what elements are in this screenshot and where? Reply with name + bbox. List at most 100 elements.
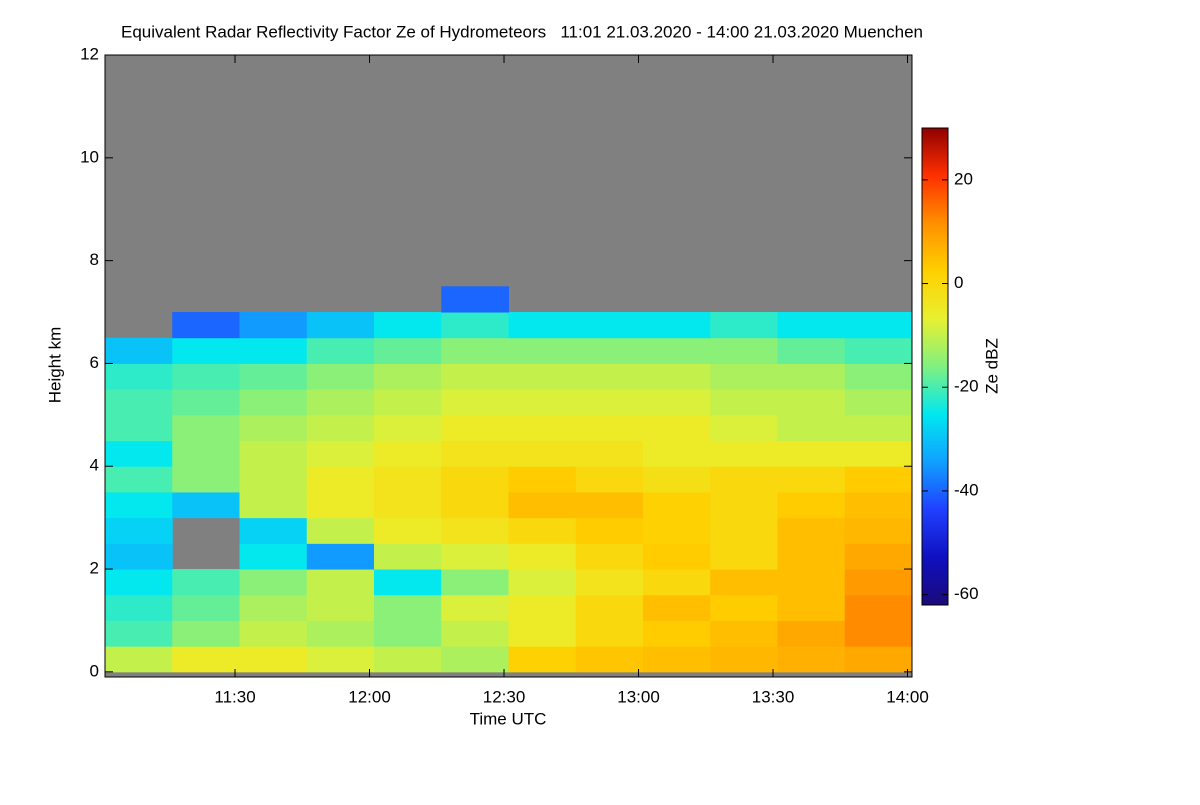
heatmap-cell <box>508 491 577 519</box>
heatmap-cell <box>508 363 577 390</box>
heatmap-cell <box>306 312 375 339</box>
heatmap-cell <box>508 620 577 647</box>
heatmap-cell <box>508 543 577 570</box>
heatmap-cell <box>844 414 913 442</box>
x-tick-label: 14:00 <box>886 687 929 706</box>
heatmap-cell <box>710 543 778 570</box>
heatmap-cell <box>172 312 240 339</box>
heatmap-cell <box>575 363 644 390</box>
heatmap-cell <box>844 569 913 596</box>
heatmap-cell <box>306 337 375 364</box>
heatmap-cell <box>508 594 577 621</box>
heatmap-cell <box>441 646 509 673</box>
colorbar-tick-label: -40 <box>954 480 979 499</box>
heatmap-cell <box>710 414 778 442</box>
heatmap-cell <box>239 543 308 570</box>
heatmap-cell <box>777 543 846 570</box>
heatmap-cell <box>777 491 846 519</box>
heatmap-cell <box>172 569 240 596</box>
heatmap-cell <box>575 620 644 647</box>
y-tick-label: 10 <box>80 147 99 166</box>
heatmap-cell <box>441 517 509 544</box>
heatmap-cell <box>777 594 846 621</box>
heatmap-cell <box>508 414 577 442</box>
heatmap-cell <box>172 646 240 673</box>
heatmap-cell <box>844 466 913 493</box>
heatmap-cell <box>105 543 173 570</box>
heatmap-cell <box>575 312 644 339</box>
heatmap-cell <box>575 389 644 416</box>
heatmap-cell <box>239 569 308 596</box>
heatmap-cell <box>239 337 308 364</box>
heatmap-cell <box>441 286 509 313</box>
heatmap-cell <box>710 312 778 339</box>
colorbar-tick-label: -20 <box>954 377 979 396</box>
heatmap-cell <box>306 569 375 596</box>
heatmap-cell <box>105 440 173 467</box>
heatmap-cell <box>643 440 711 467</box>
heatmap-cell <box>172 594 240 621</box>
heatmap-cell <box>374 594 442 621</box>
heatmap-cell <box>441 620 509 647</box>
heatmap-cell <box>844 594 913 621</box>
heatmap-cell <box>239 466 308 493</box>
colorbar-tick-label: -60 <box>954 584 979 603</box>
colorbar <box>921 127 949 606</box>
heatmap-cell <box>105 337 173 364</box>
heatmap-cell <box>710 337 778 364</box>
heatmap-cell <box>643 414 711 442</box>
heatmap-cell <box>643 594 711 621</box>
y-tick-label: 12 <box>80 44 99 63</box>
heatmap-cell <box>374 491 442 519</box>
heatmap-cell <box>441 363 509 390</box>
heatmap-cell <box>508 517 577 544</box>
heatmap-cell <box>710 466 778 493</box>
y-tick-label: 8 <box>90 250 99 269</box>
heatmap-cell <box>643 646 711 673</box>
heatmap-cell <box>575 466 644 493</box>
x-axis-label: Time UTC <box>470 709 547 728</box>
heatmap-cell <box>575 414 644 442</box>
heatmap-cell <box>575 594 644 621</box>
heatmap-cell <box>710 491 778 519</box>
heatmap-cell <box>441 491 509 519</box>
heatmap-cell <box>643 337 711 364</box>
heatmap-cell <box>777 646 846 673</box>
x-tick-label: 11:30 <box>214 687 255 706</box>
heatmap-cell <box>777 466 846 493</box>
heatmap-cell <box>374 620 442 647</box>
heatmap-cell <box>643 569 711 596</box>
heatmap-cell <box>306 594 375 621</box>
plot-frame <box>104 54 913 678</box>
heatmap-cell <box>508 312 577 339</box>
heatmap-cell <box>306 414 375 442</box>
colorbar-tick-label: 20 <box>954 169 973 188</box>
heatmap-cell <box>777 389 846 416</box>
heatmap-cell <box>306 363 375 390</box>
heatmap-cell <box>172 440 240 467</box>
heatmap-cell <box>844 440 913 467</box>
heatmap-cell <box>239 414 308 442</box>
heatmap-cell <box>777 414 846 442</box>
heatmap-cell <box>710 363 778 390</box>
heatmap-cell <box>374 363 442 390</box>
heatmap-cell <box>777 337 846 364</box>
heatmap-cell <box>239 491 308 519</box>
x-tick-label: 12:00 <box>348 687 391 706</box>
heatmap-cell <box>441 569 509 596</box>
heatmap-cell <box>374 517 442 544</box>
heatmap-cell <box>374 312 442 339</box>
heatmap-cell <box>508 337 577 364</box>
colorbar-label: Ze dBZ <box>982 338 1001 394</box>
heatmap-cell <box>374 389 442 416</box>
heatmap-cell <box>643 363 711 390</box>
heatmap-cell <box>441 440 509 467</box>
chart-title: Equivalent Radar Reflectivity Factor Ze … <box>121 22 923 41</box>
heatmap-cell <box>441 389 509 416</box>
heatmap-cell <box>239 440 308 467</box>
heatmap-cell <box>710 389 778 416</box>
heatmap-cell <box>710 569 778 596</box>
heatmap-cell <box>239 312 308 339</box>
heatmap-cell <box>710 517 778 544</box>
